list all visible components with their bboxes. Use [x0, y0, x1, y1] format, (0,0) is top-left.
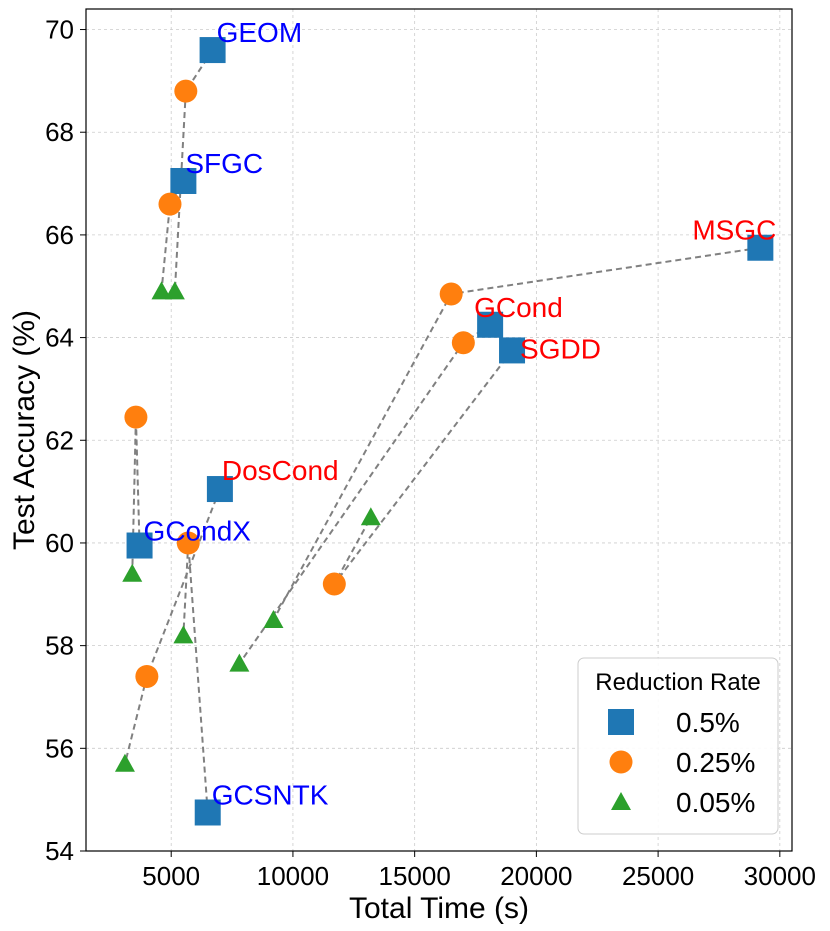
- plot-frame: [85, 8, 793, 852]
- legend-title: Reduction Rate: [595, 669, 760, 696]
- y-tick-label: 58: [45, 631, 74, 661]
- data-point-sfgc-triangle: [151, 281, 172, 300]
- y-tick-label: 66: [45, 220, 74, 250]
- x-tick-label: 25000: [622, 861, 694, 891]
- data-point-msgc-square: [747, 234, 774, 261]
- data-point-gcsntk-square: [194, 799, 221, 826]
- data-point-gcond-circle: [451, 331, 475, 355]
- data-point-sgdd-circle: [322, 572, 346, 596]
- x-tick-label: 10000: [257, 861, 329, 891]
- legend-entries: 0.5% 0.25% 0.05%: [608, 707, 755, 818]
- legend-marker-triangle: [611, 792, 631, 810]
- connector-line-gcondx: [131, 417, 141, 574]
- data-point-gcond-triangle: [229, 653, 250, 672]
- y-tick-label: 68: [45, 117, 74, 147]
- data-point-msgc-triangle: [263, 609, 284, 628]
- data-point-sgdd-triangle: [360, 507, 381, 526]
- data-point-doscond-triangle: [114, 753, 135, 772]
- y-tick-label: 60: [45, 528, 74, 558]
- y-axis-label: Test Accuracy (%): [8, 310, 41, 550]
- legend-label: 0.5%: [676, 707, 740, 738]
- x-tick-label: 30000: [744, 861, 816, 891]
- data-point-gcondx-circle: [124, 405, 148, 429]
- data-point-gcond-square: [477, 311, 504, 338]
- connector-line-gcsntk: [182, 542, 209, 813]
- method-label-msgc: MSGC: [692, 215, 776, 246]
- method-label-sgdd: SGDD: [520, 333, 601, 364]
- connector-line-sfgc: [160, 180, 185, 292]
- data-point-gcsntk-circle: [176, 531, 200, 555]
- data-markers: [114, 37, 774, 826]
- data-point-geom-circle: [174, 79, 198, 103]
- method-labels: GEOM SFGC MSGC GCond SGDD DosCond GCondX GCSNTK: [144, 17, 777, 810]
- data-point-gcondx-triangle: [122, 563, 143, 582]
- data-point-geom-square: [199, 37, 226, 64]
- method-label-doscond: DosCond: [222, 455, 339, 486]
- x-tick-label: 20000: [500, 861, 572, 891]
- method-label-gcondx: GCondX: [144, 516, 252, 547]
- x-axis-label: Total Time (s): [349, 892, 529, 925]
- data-point-msgc-circle: [439, 282, 463, 306]
- data-point-sfgc-square: [170, 167, 197, 194]
- data-point-gcondx-square: [126, 532, 153, 559]
- legend: Reduction Rate 0.5% 0.25% 0.05%: [577, 657, 779, 835]
- method-label-geom: GEOM: [217, 17, 303, 48]
- y-tick-label: 64: [45, 323, 74, 353]
- legend-marker-circle: [609, 750, 633, 774]
- legend-label: 0.05%: [676, 787, 755, 818]
- legend-marker-square: [608, 709, 634, 735]
- axis-ticks: 5000 10000 15000 20000 25000 30000 54 56 58 60 62 6…: [45, 15, 816, 891]
- data-point-geom-triangle: [164, 281, 185, 300]
- x-tick-label: 5000: [142, 861, 200, 891]
- legend-box: [577, 657, 779, 835]
- data-point-gcsntk-triangle: [173, 625, 194, 644]
- data-point-sfgc-circle: [158, 192, 182, 216]
- method-label-gcsntk: GCSNTK: [212, 779, 329, 810]
- x-tick-label: 15000: [378, 861, 450, 891]
- data-point-sgdd-square: [499, 337, 526, 364]
- data-point-doscond-square: [206, 476, 233, 503]
- y-tick-label: 62: [45, 425, 74, 455]
- legend-label: 0.25%: [676, 747, 755, 778]
- y-tick-label: 70: [45, 15, 74, 45]
- method-label-gcond: GCond: [474, 292, 563, 323]
- y-tick-label: 54: [45, 836, 74, 866]
- connector-line-geom: [173, 49, 214, 292]
- data-point-doscond-circle: [135, 664, 159, 688]
- y-tick-label: 56: [45, 733, 74, 763]
- connector-line-sgdd: [333, 349, 513, 585]
- method-label-sfgc: SFGC: [185, 148, 263, 179]
